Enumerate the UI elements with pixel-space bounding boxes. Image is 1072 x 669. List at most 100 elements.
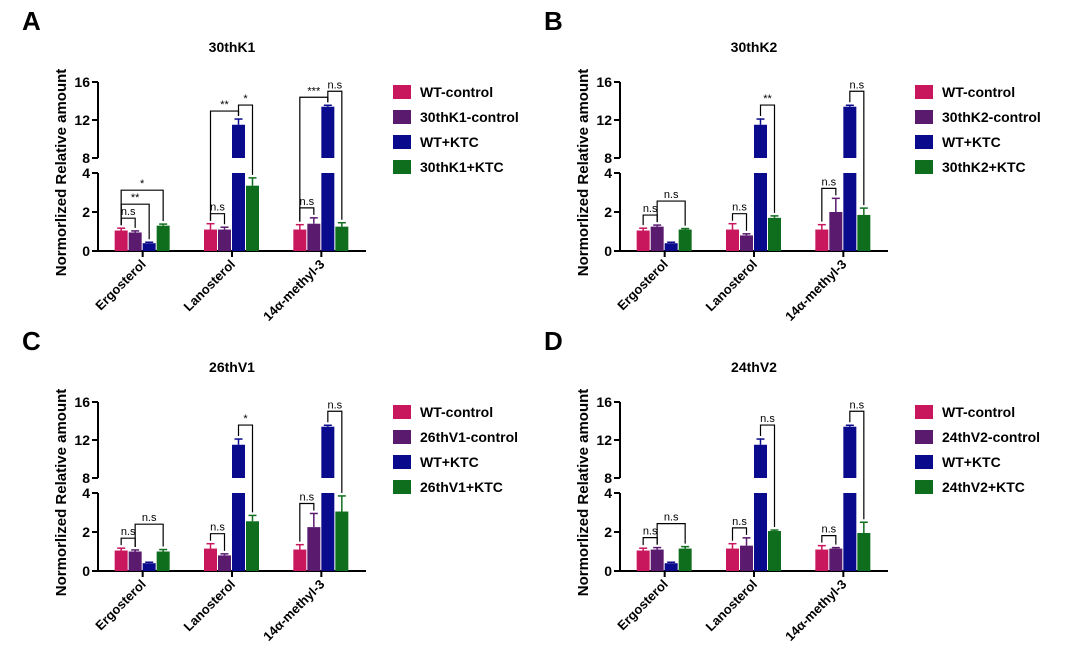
legend-swatch [915,455,933,469]
significance-bracket [120,189,164,226]
significance-label: n.s [664,189,679,201]
bar [843,173,857,251]
x-tick-label: Lanosterol [703,577,761,635]
bar [321,173,335,251]
significance-label: n.s [327,79,342,91]
significance-label: n.s [327,399,342,411]
bar [156,225,170,251]
significance-label: ** [131,192,140,204]
significance-label: n.s [821,524,836,536]
significance-label: n.s [299,196,314,208]
y-tick-label: 8 [82,150,90,166]
legend-label: 30thK1+KTC [420,159,504,175]
legend-label: 30thK2-control [942,109,1041,125]
bar [114,550,128,571]
legend-swatch [915,405,933,419]
legend-label: WT+KTC [942,454,1001,470]
legend-swatch [915,110,933,124]
y-axis-label: Normorlized Relative amount [53,69,70,277]
panel-c: C 26thV1 Normorlized Relative amount 0 2 4 8 12… [0,320,536,654]
y-tick-label: 0 [82,243,90,259]
legend-label: 24thV2-control [942,429,1040,445]
panel-d: D 24thV2 Normorlized Relative amount 0 2 4 8 12… [522,320,1058,654]
legend-swatch [393,160,411,174]
y-tick-label: 4 [604,165,612,181]
significance-label: n.s [849,79,864,91]
chart-title: 26thV1 [209,359,255,375]
bar-upper [754,124,767,158]
bar [114,230,128,251]
x-tick-label: Ergosterol [614,577,671,634]
significance-bracket [656,523,686,545]
x-tick-label: 14α-methyl-3 [782,577,849,644]
y-axis-label: Normorlized Relative amount [575,69,592,277]
bar-upper [321,106,335,158]
y-axis-label: Normorlized Relative amount [53,389,70,597]
significance-bracket [642,214,658,226]
bar [768,217,781,251]
x-tick-label: 14α-methyl-3 [782,257,849,324]
y-tick-label: 0 [604,563,612,579]
bar [768,531,781,571]
legend-swatch [915,480,933,494]
chart-svg: D 24thV2 Normorlized Relative amount 0 2 48 12… [544,326,1040,644]
legend-label: WT+KTC [420,134,479,150]
significance-label: n.s [732,202,747,214]
panel-label: B [544,6,563,36]
significance-label: n.s [760,413,775,425]
significance-label: n.s [121,526,136,538]
bar [128,232,142,251]
significance-label: ** [763,93,772,105]
significance-bracket [209,533,226,551]
panel-label: D [544,326,563,356]
legend-label: WT-control [420,404,493,420]
y-tick-label: 2 [604,204,612,220]
panel-label: C [22,326,41,356]
significance-label: n.s [821,176,836,188]
bar [829,548,843,571]
chart-svg: B 30thK2 Normorlized Relative amount 0 2 48 12… [544,6,1041,324]
significance-label: n.s [664,512,679,524]
significance-label: *** [307,85,321,97]
y-tick-label: 8 [604,470,612,486]
significance-bracket [120,537,136,547]
bar-upper [321,426,335,478]
significance-bracket [237,104,254,175]
bar-upper [843,106,857,158]
significance-bracket [849,410,865,520]
y-tick-label: 0 [604,243,612,259]
bar [664,563,678,571]
y-axis-label: Normorlized Relative amount [575,389,592,597]
legend-swatch [393,110,411,124]
y-tick-label: 16 [596,394,612,410]
significance-label: * [243,93,248,105]
bar [740,235,753,251]
significance-bracket [821,187,837,222]
significance-bracket [821,535,837,545]
bar [307,527,321,571]
bar [293,549,307,571]
bar [335,226,349,251]
legend-label: WT+KTC [420,454,479,470]
y-tick-label: 2 [82,524,90,540]
legend-label: 30thK2+KTC [942,159,1026,175]
bar [650,549,664,571]
legend-label: 24thV2+KTC [942,479,1025,495]
bar [857,214,871,251]
bar [142,243,156,251]
chart-title: 30thK1 [209,39,256,55]
significance-label: n.s [849,399,864,411]
y-tick-label: 12 [74,432,90,448]
significance-bracket [759,104,776,213]
legend-label: 26thV1-control [420,429,518,445]
bar [636,550,650,571]
bar [218,229,231,251]
significance-label: n.s [643,203,658,215]
bar [246,185,259,251]
significance-bracket [731,213,748,231]
y-tick-label: 8 [604,150,612,166]
bar [815,549,829,571]
significance-bracket [120,217,136,228]
legend-label: WT-control [420,84,493,100]
y-tick-label: 12 [74,112,90,128]
